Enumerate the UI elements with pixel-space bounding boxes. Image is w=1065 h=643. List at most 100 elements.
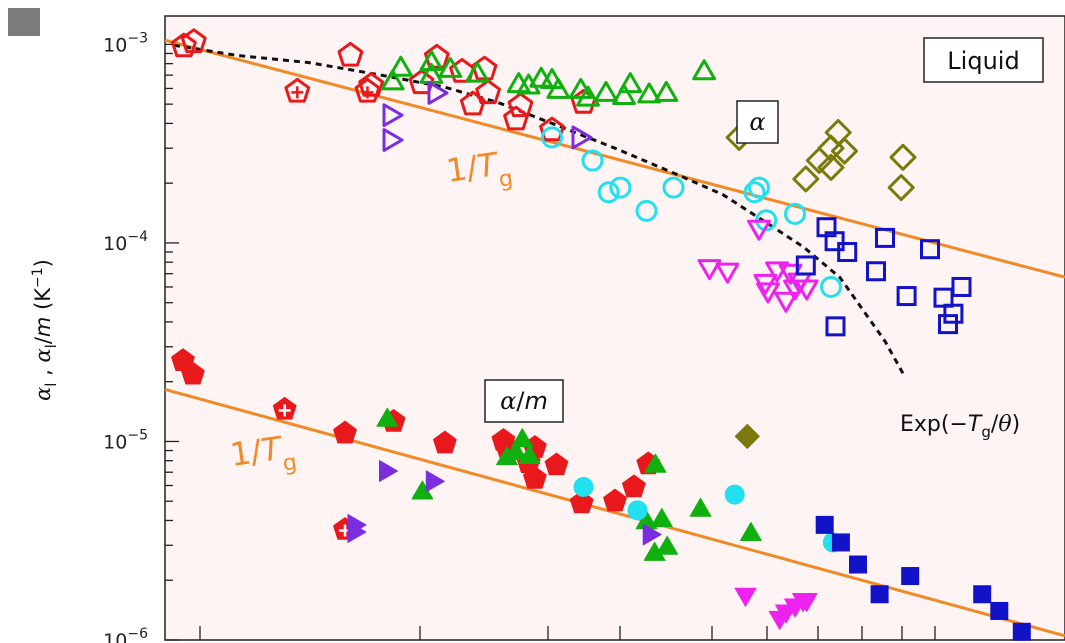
filled-triangle-up-marker [511, 428, 534, 448]
filled-pentagon-marker [603, 488, 627, 512]
open-triangle-up-marker [637, 82, 662, 104]
open-triangle-right-marker [571, 125, 593, 150]
open-triangle-up-marker [465, 61, 490, 83]
y-axis: 10−3 10−4 10−5 10−6 [103, 30, 936, 643]
open-diamond-marker [887, 174, 915, 202]
filled-square-marker [973, 585, 992, 604]
filled-circle-marker [627, 500, 648, 521]
y-tick-label: 10−6 [103, 626, 148, 643]
filled-square-marker [849, 555, 867, 574]
alpha-m-label-box: α/m [484, 379, 564, 423]
open-circle-marker [581, 149, 604, 172]
fit-lines [164, 38, 1065, 638]
filled-pentagon-marker [433, 430, 457, 454]
filled-triangle-up-marker [376, 407, 399, 427]
open-triangle-down-marker [747, 219, 771, 241]
filled-triangle-up-marker [740, 522, 762, 541]
exp-curve-label: Exp(−Tg/θ) [900, 412, 1020, 441]
open-pentagon-marker [171, 32, 197, 58]
filled-triangle-up-marker [505, 441, 527, 460]
figure-panel-tag [8, 8, 40, 36]
open-diamond-marker [831, 137, 858, 165]
open-circle-marker [784, 202, 806, 225]
open-diamond-marker [889, 143, 917, 171]
open-triangle-down-marker [774, 291, 798, 313]
filled-pentagon-marker [523, 466, 547, 489]
open-triangle-down-marker [697, 259, 722, 281]
upper-fit-line [164, 38, 1065, 279]
plot-area [164, 15, 1065, 641]
open-triangle-up-marker [612, 84, 636, 105]
open-pentagon-marker [449, 58, 475, 83]
filled-pentagon-cross-marker [272, 396, 297, 420]
open-pentagon-marker [475, 79, 501, 105]
open-circle-marker [743, 181, 766, 204]
open-triangle-up-marker [654, 80, 679, 102]
open-pentagon-marker [408, 69, 435, 95]
open-triangle-up-marker [692, 59, 716, 81]
open-pentagon-marker [180, 28, 207, 54]
filled-triangle-right-marker [642, 523, 662, 546]
open-pentagon-marker [507, 92, 534, 118]
open-pentagon-cross-marker [284, 77, 311, 103]
liquid-label-box: Liquid [923, 37, 1044, 83]
filled-square-marker [990, 601, 1009, 620]
filled-triangle-up-marker [689, 497, 712, 517]
open-circle-marker [748, 176, 770, 199]
open-pentagon-marker [423, 43, 450, 69]
open-square-marker [837, 242, 858, 263]
open-pentagon-cross-marker [354, 77, 381, 103]
y-tick-label: 10−5 [103, 427, 148, 453]
filled-triangle-up-marker [518, 445, 541, 464]
alpha-m-label: α/m [500, 387, 548, 415]
filled-diamond-marker [734, 423, 760, 449]
open-circle-marker [820, 275, 842, 298]
lower-fit-line [164, 387, 1065, 638]
open-diamond-marker [792, 165, 820, 193]
annotations: Liquid α α/m 1/Tg 1/Tg Exp(−Tg/θ) [228, 37, 1044, 477]
data-markers [171, 28, 1031, 641]
open-pentagon-marker [539, 116, 565, 142]
open-pentagon-marker [358, 72, 384, 97]
alpha-label: α [749, 108, 765, 136]
open-square-marker [875, 227, 895, 248]
open-square-marker [951, 276, 972, 297]
filled-pentagon-marker [544, 452, 569, 476]
filled-circle-marker [573, 476, 594, 497]
filled-square-marker [1012, 622, 1031, 641]
alpha-label-box: α [736, 100, 779, 144]
open-square-marker [896, 286, 917, 307]
filled-pentagon-marker [622, 474, 646, 498]
y-axis-label: αl , αl/m (K−1) [30, 259, 60, 401]
open-triangle-down-marker [756, 282, 780, 304]
open-circle-marker [635, 199, 658, 222]
filled-triangle-up-marker [644, 453, 667, 473]
filled-triangle-down-marker [795, 593, 818, 612]
filled-circle-marker [724, 484, 745, 505]
filled-pentagon-marker [569, 490, 594, 514]
open-square-marker [866, 261, 886, 282]
open-triangle-down-marker [715, 262, 740, 284]
filled-square-marker [831, 533, 850, 552]
open-triangle-up-marker [380, 69, 405, 91]
open-square-marker [824, 231, 845, 252]
open-circle-marker [662, 176, 685, 199]
open-triangle-up-marker [594, 80, 618, 102]
open-square-marker [825, 316, 846, 337]
open-square-marker [795, 255, 816, 276]
filled-square-marker [815, 515, 834, 534]
filled-pentagon-marker [181, 361, 205, 385]
y-tick-label: 10−3 [103, 30, 148, 56]
open-triangle-up-marker [438, 56, 463, 78]
filled-square-marker [901, 567, 920, 586]
filled-triangle-up-marker [650, 508, 673, 527]
open-pentagon-marker [459, 90, 486, 116]
open-pentagon-marker [337, 41, 364, 67]
open-circle-marker [541, 126, 563, 149]
open-square-marker [938, 314, 958, 335]
open-triangle-right-marker [382, 128, 404, 152]
liquid-label: Liquid [947, 47, 1019, 75]
open-circle-marker [609, 176, 632, 199]
open-square-marker [943, 303, 964, 324]
